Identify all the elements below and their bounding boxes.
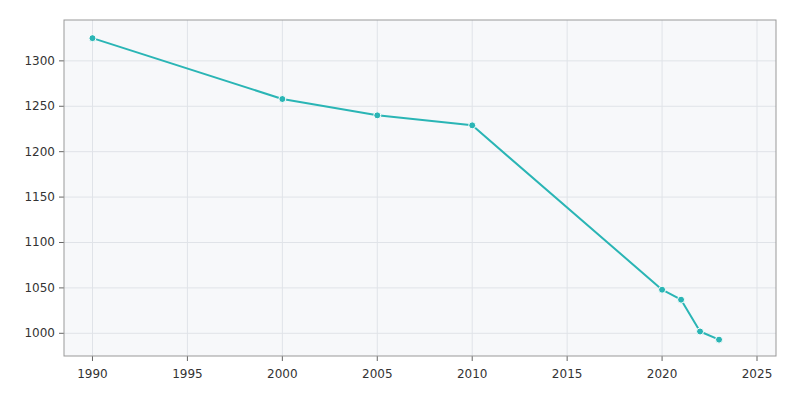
point (678, 296, 685, 303)
point (716, 336, 723, 343)
y-tick-label: 1100 (24, 235, 55, 249)
point (374, 112, 381, 119)
x-tick (187, 356, 188, 361)
x-tick-label: 1995 (172, 367, 203, 381)
x-grid-line (757, 20, 758, 356)
y-grid-line (64, 60, 776, 61)
y-tick-label: 1300 (24, 54, 55, 68)
y-tick (59, 197, 64, 198)
x-grid-line (662, 20, 663, 356)
y-tick-label: 1250 (24, 99, 55, 113)
x-grid-line (187, 20, 188, 356)
y-grid-line (64, 106, 776, 107)
point (469, 122, 476, 129)
grid (64, 20, 776, 356)
y-tick (59, 287, 64, 288)
x-tick (662, 356, 663, 361)
x-tick-label: 2000 (267, 367, 298, 381)
y-tick (59, 106, 64, 107)
x-tick (757, 356, 758, 361)
tick-labels: 1990 1995 2000 2005 2010 2015 2020 2025 1000 1050… (24, 54, 772, 381)
point (659, 286, 666, 293)
point (89, 35, 96, 42)
y-grid-line (64, 197, 776, 198)
y-tick (59, 151, 64, 152)
y-tick (59, 242, 64, 243)
y-tick-label: 1000 (24, 326, 55, 340)
x-tick (377, 356, 378, 361)
x-tick (472, 356, 473, 361)
line (92, 38, 719, 339)
plot-background (64, 20, 776, 356)
y-tick (59, 333, 64, 334)
chart-svg: 1990 1995 2000 2005 2010 2015 2020 2025 1000 1050… (0, 0, 800, 400)
x-tick-label: 2015 (552, 367, 583, 381)
y-grid-line (64, 287, 776, 288)
plot-frame (64, 20, 776, 356)
y-tick-label: 1050 (24, 281, 55, 295)
x-tick (567, 356, 568, 361)
x-grid-line (282, 20, 283, 356)
y-tick-label: 1200 (24, 145, 55, 159)
x-tick-label: 2010 (457, 367, 488, 381)
x-tick-label: 2025 (742, 367, 773, 381)
x-tick (282, 356, 283, 361)
series (89, 35, 723, 343)
y-grid-line (64, 242, 776, 243)
y-tick-label: 1150 (24, 190, 55, 204)
x-tick-label: 1990 (77, 367, 108, 381)
y-grid-line (64, 151, 776, 152)
x-tick-label: 2005 (362, 367, 393, 381)
y-tick (59, 60, 64, 61)
x-grid-line (567, 20, 568, 356)
x-grid-line (92, 20, 93, 356)
x-grid-line (472, 20, 473, 356)
point (279, 96, 286, 103)
chart-container: 1990 1995 2000 2005 2010 2015 2020 2025 1000 1050… (0, 0, 800, 400)
y-grid-line (64, 333, 776, 334)
x-grid-line (377, 20, 378, 356)
point (697, 328, 704, 335)
x-tick (92, 356, 93, 361)
x-tick-label: 2020 (647, 367, 678, 381)
